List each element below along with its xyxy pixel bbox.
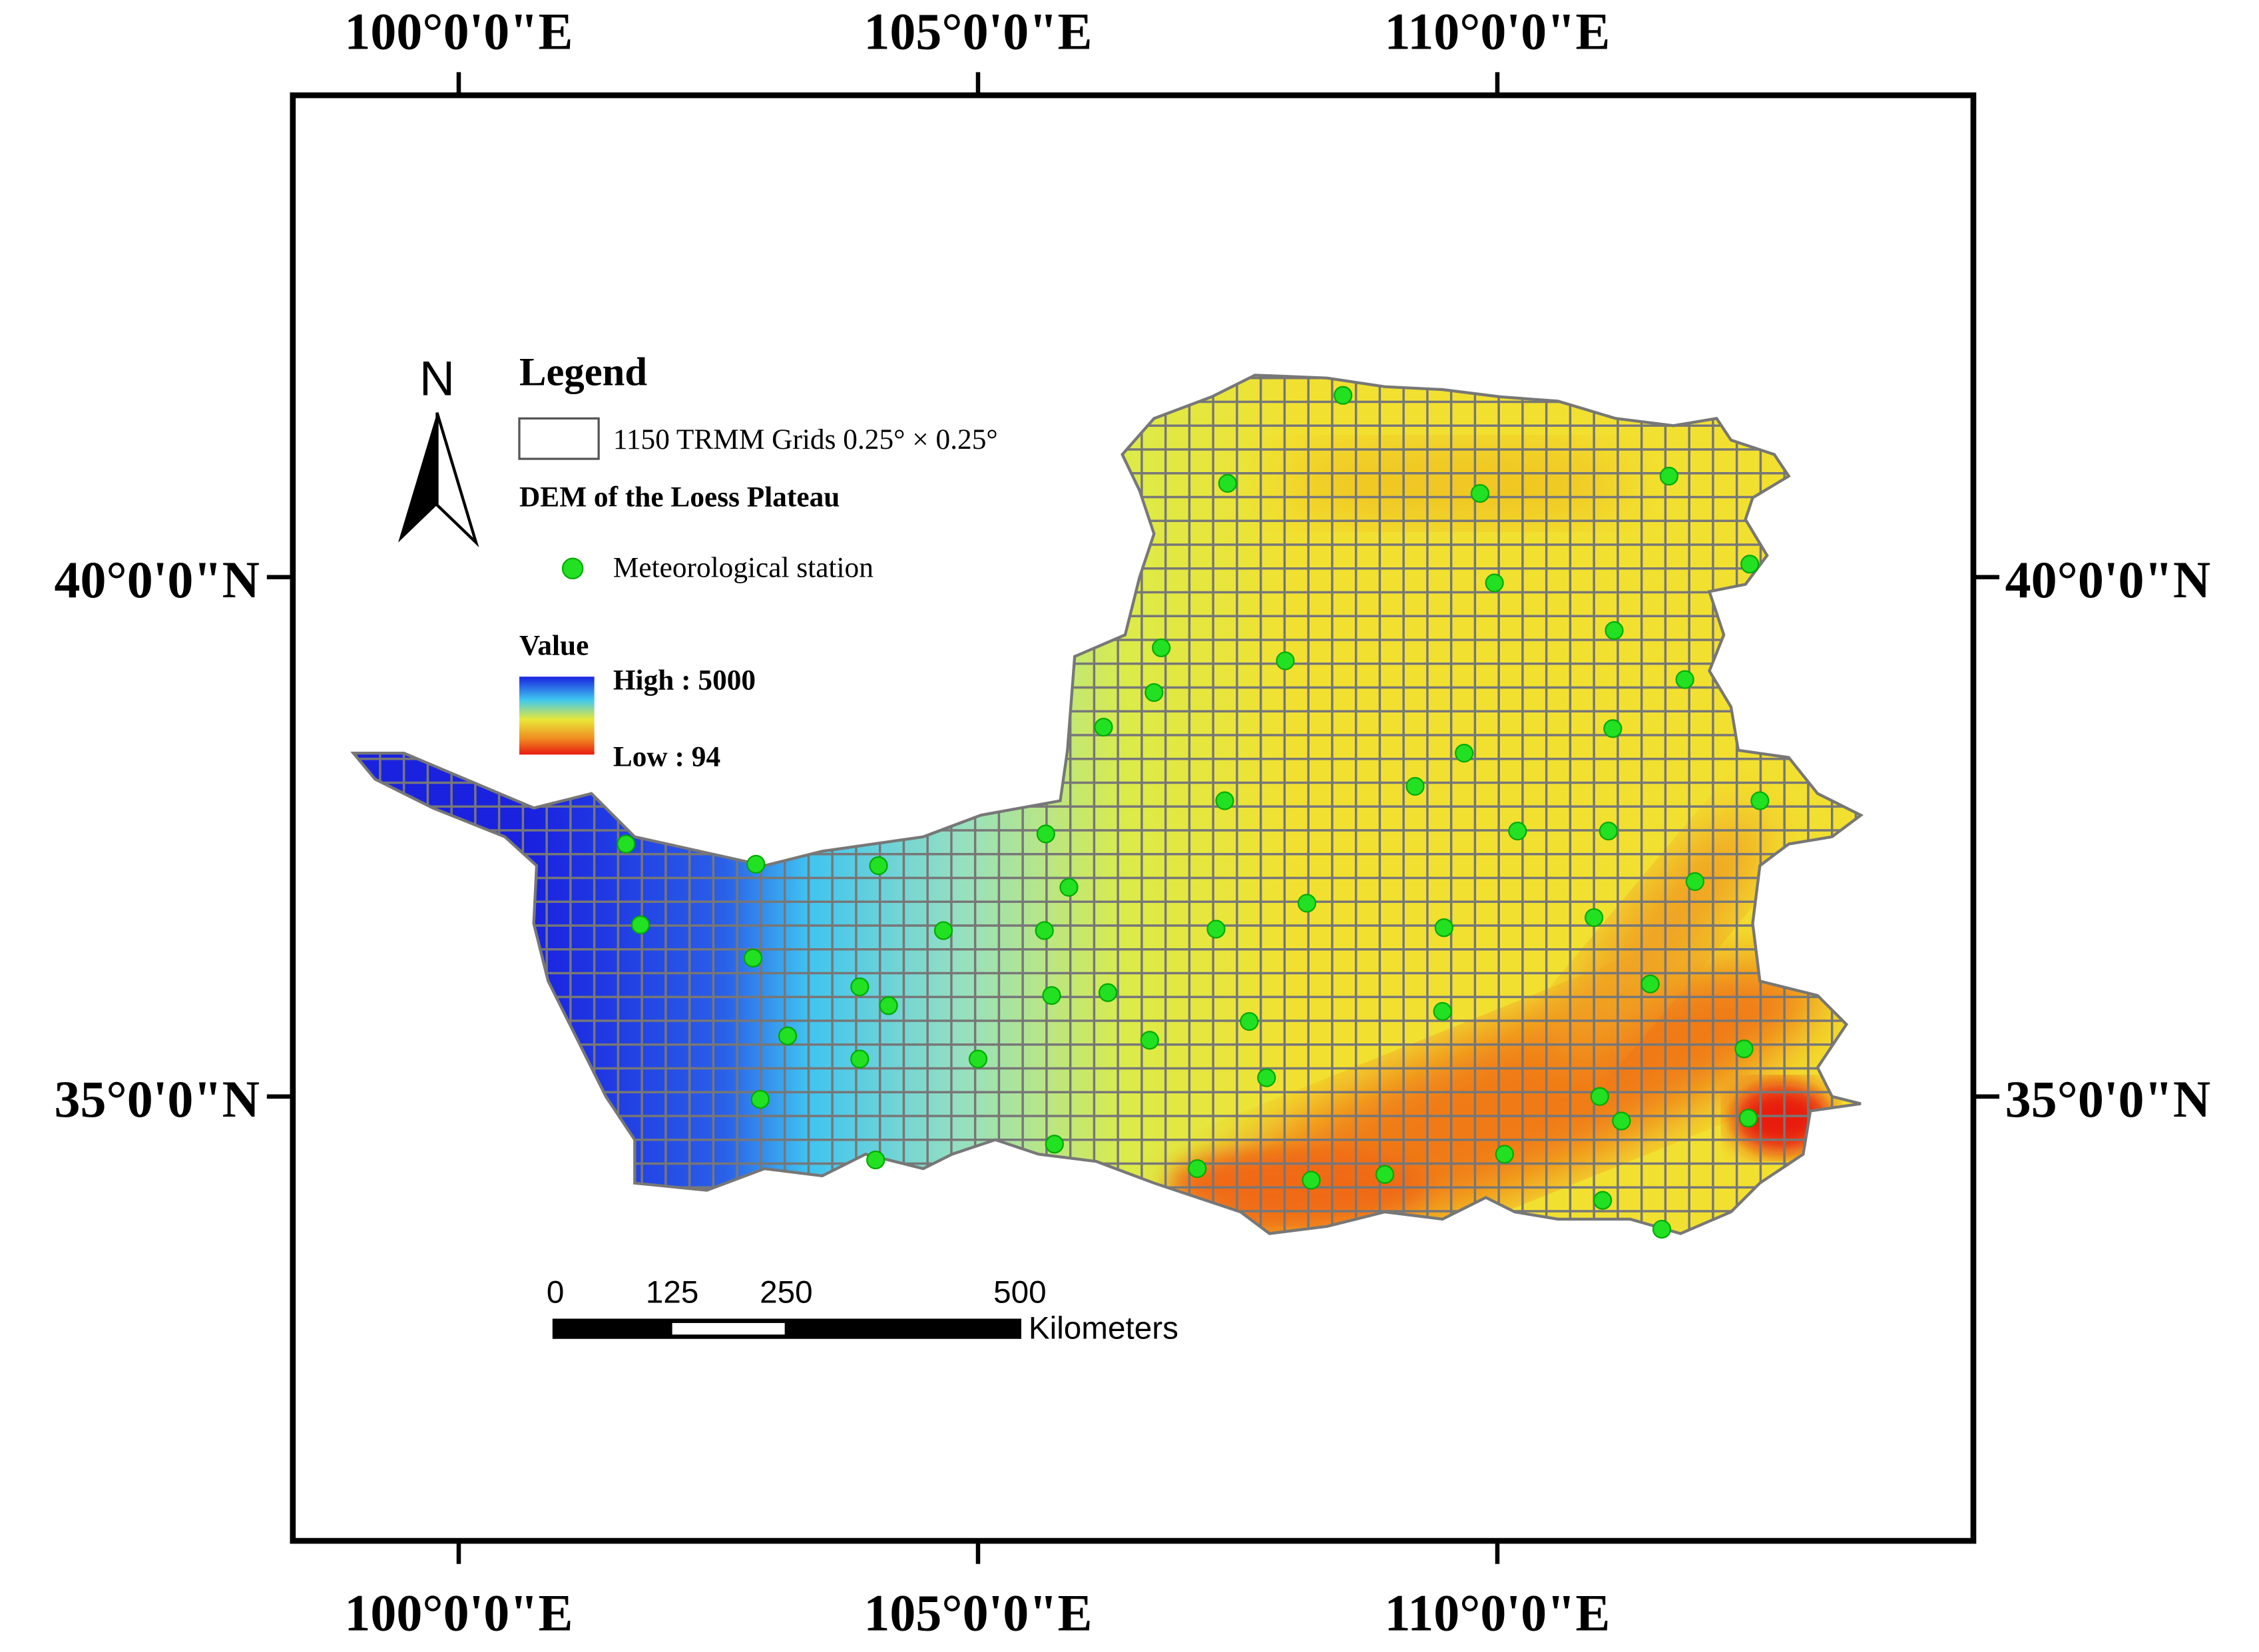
longitude-label: 105°0'0"E	[864, 3, 1092, 61]
station	[1485, 573, 1504, 593]
legend-station: Meteorological station	[613, 552, 874, 584]
station	[1508, 822, 1527, 841]
station	[617, 834, 636, 854]
station	[1257, 1068, 1276, 1087]
legend-grid-swatch	[518, 417, 600, 460]
scale-label: 500	[993, 1275, 1047, 1310]
scale-label: 125	[646, 1275, 699, 1310]
station	[1652, 1219, 1672, 1239]
station	[1140, 1031, 1159, 1050]
station	[1599, 822, 1618, 841]
latitude-label: 40°0'0"N	[2005, 551, 2211, 609]
latitude-label: 40°0'0"N	[55, 551, 260, 609]
station	[1059, 878, 1079, 897]
station	[1455, 744, 1474, 763]
station	[1495, 1145, 1514, 1164]
station	[1640, 974, 1660, 993]
station	[1297, 894, 1317, 913]
legend-title: Legend	[519, 350, 647, 395]
station	[1206, 920, 1226, 939]
station	[1738, 1109, 1758, 1128]
station	[1302, 1171, 1321, 1190]
north-label: N	[419, 351, 455, 406]
scale-label: 250	[760, 1275, 813, 1310]
latitude-label: 35°0'0"N	[2005, 1070, 2211, 1128]
scale-bar	[552, 1318, 1021, 1339]
station	[1603, 719, 1623, 738]
station	[1590, 1087, 1609, 1106]
station	[1405, 776, 1425, 796]
coordinate-ticks	[266, 72, 1999, 1564]
station	[1240, 1012, 1259, 1031]
legend-dem: DEM of the Loess Plateau	[519, 481, 840, 513]
station	[1144, 683, 1164, 702]
station	[1094, 718, 1113, 737]
scale-label: 0	[547, 1275, 565, 1310]
legend-grids: 1150 TRMM Grids 0.25° × 0.25°	[613, 423, 998, 455]
legend-color-ramp	[519, 677, 595, 755]
longitude-label: 100°0'0"E	[344, 3, 573, 61]
station	[1098, 983, 1118, 1002]
legend-high: High : 5000	[613, 665, 756, 696]
legend-station-marker	[561, 557, 584, 579]
station	[1215, 791, 1234, 810]
legend-value-title: Value	[519, 630, 589, 662]
station	[1585, 908, 1604, 928]
station	[778, 1026, 798, 1045]
station	[1593, 1191, 1613, 1210]
longitude-label: 110°0'0"E	[1385, 3, 1611, 61]
north-arrow	[398, 412, 479, 548]
station	[1218, 473, 1237, 493]
station	[850, 977, 870, 997]
station	[1675, 670, 1694, 689]
station	[1434, 918, 1453, 938]
station	[743, 948, 763, 967]
station	[750, 1090, 770, 1109]
station	[850, 1049, 870, 1069]
station	[1042, 986, 1061, 1005]
scale-unit: Kilometers	[1029, 1311, 1178, 1346]
station	[869, 856, 888, 876]
station	[1734, 1039, 1754, 1059]
station	[1685, 872, 1704, 891]
station	[1045, 1135, 1064, 1154]
station	[1334, 386, 1353, 405]
station	[1276, 651, 1295, 671]
station	[968, 1049, 988, 1069]
station	[1605, 621, 1624, 640]
latitude-label: 35°0'0"N	[55, 1070, 260, 1128]
longitude-label: 100°0'0"E	[344, 1583, 573, 1641]
station	[1375, 1165, 1395, 1184]
longitude-label: 105°0'0"E	[864, 1583, 1092, 1641]
station	[1036, 824, 1055, 844]
legend-low: Low : 94	[613, 741, 720, 773]
station	[1470, 484, 1490, 503]
station	[1152, 638, 1171, 657]
station	[1659, 467, 1678, 486]
longitude-label: 110°0'0"E	[1385, 1583, 1611, 1641]
station	[1750, 791, 1770, 810]
station	[630, 915, 650, 934]
station	[933, 921, 953, 940]
station	[1612, 1111, 1631, 1131]
station	[1188, 1159, 1207, 1179]
station	[879, 996, 898, 1015]
station	[1035, 921, 1054, 940]
stations	[617, 386, 1770, 1239]
station	[1740, 555, 1760, 574]
station	[1433, 1001, 1452, 1021]
station	[746, 854, 766, 874]
station	[866, 1150, 885, 1170]
